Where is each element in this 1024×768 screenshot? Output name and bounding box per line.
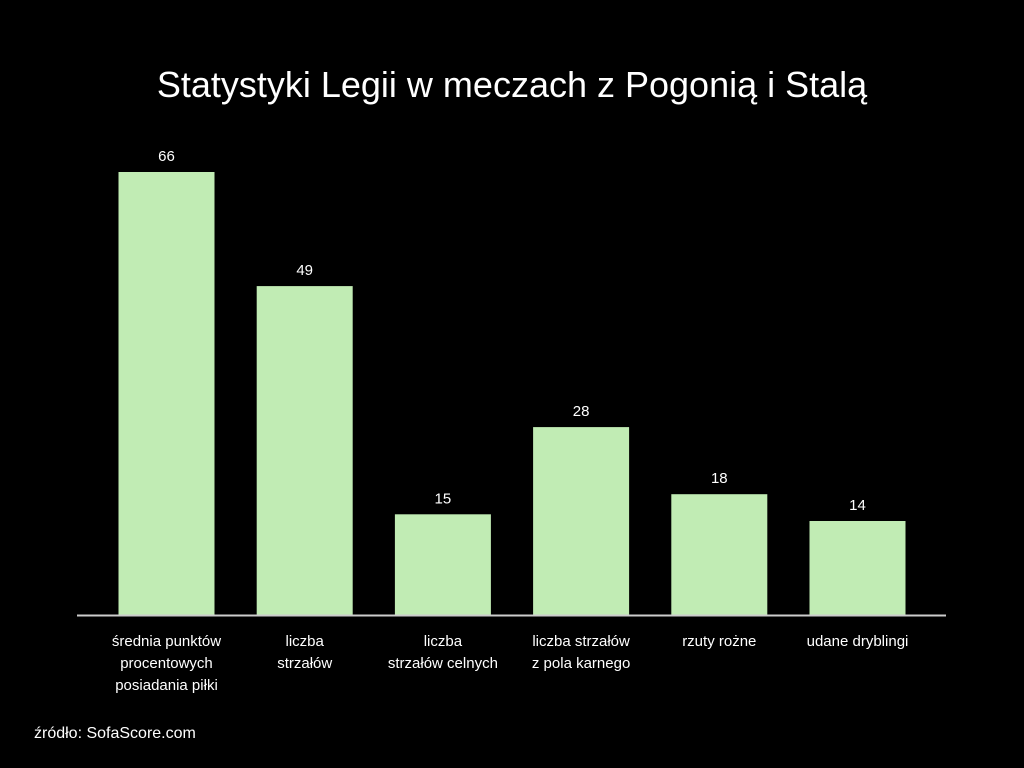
value-labels-group: 66 49 15 28 18 14 <box>158 148 866 514</box>
bar-5 <box>809 521 906 615</box>
category-label-4: rzuty rożne <box>682 633 756 650</box>
value-label-2: 15 <box>435 490 452 507</box>
category-label-0: średnia punktów procentowych posiadania pi… <box>112 633 221 694</box>
category-label-line: procentowych <box>120 655 213 672</box>
category-label-line: strzałów <box>277 655 332 672</box>
value-label-5: 14 <box>849 497 866 514</box>
bar-3 <box>533 427 630 615</box>
category-label-line: z pola karnego <box>532 655 630 672</box>
bar-1 <box>256 286 353 615</box>
value-label-0: 66 <box>158 148 175 165</box>
value-label-4: 18 <box>711 470 728 487</box>
chart-title: Statystyki Legii w meczach z Pogonią i S… <box>157 64 868 105</box>
value-label-1: 49 <box>296 262 313 279</box>
category-label-line: udane dryblingi <box>807 633 909 650</box>
category-label-5: udane dryblingi <box>807 633 909 650</box>
category-labels-group: średnia punktów procentowych posiadania pi… <box>112 633 908 694</box>
bar-0 <box>118 172 215 615</box>
source-note: źródło: SofaScore.com <box>34 725 196 742</box>
category-label-2: liczba strzałów celnych <box>388 633 498 672</box>
category-label-line: posiadania piłki <box>115 677 218 694</box>
category-label-3: liczba strzałów z pola karnego <box>532 633 630 672</box>
category-label-line: strzałów celnych <box>388 655 498 672</box>
bars-group <box>118 172 906 615</box>
category-label-line: liczba strzałów <box>532 633 630 650</box>
bar-2 <box>394 514 491 615</box>
bar-4 <box>671 494 768 615</box>
category-label-line: średnia punktów <box>112 633 221 650</box>
category-label-line: liczba <box>424 633 463 650</box>
category-label-line: rzuty rożne <box>682 633 756 650</box>
value-label-3: 28 <box>573 403 590 420</box>
category-label-1: liczba strzałów <box>277 633 332 672</box>
category-label-line: liczba <box>286 633 325 650</box>
